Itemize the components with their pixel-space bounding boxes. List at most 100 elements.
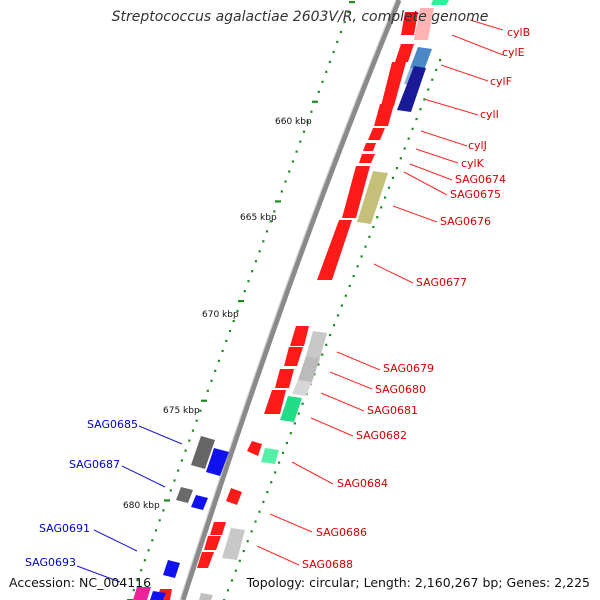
gene-arrow-forward[interactable] (264, 390, 286, 414)
gene-label[interactable]: cylJ (468, 139, 487, 152)
gene-label[interactable]: SAG0693 (25, 556, 76, 569)
scale-tick-major (275, 200, 281, 203)
gene-label[interactable]: cylF (490, 75, 512, 88)
gene-arrow-forward[interactable] (359, 154, 375, 163)
forward-gene-labels: cylB cylE cylF cylI cylJ cylK SAG0674 SA… (302, 26, 530, 571)
scale-tick-minor (336, 314, 340, 317)
gene-label[interactable]: SAG0682 (356, 429, 407, 442)
gene-label[interactable]: SAG0677 (416, 276, 467, 289)
scale-tick-minor (177, 469, 180, 472)
scale-tick-minor (266, 491, 269, 494)
gene-label[interactable]: SAG0687 (69, 458, 120, 471)
reverse-gene-labels: SAG0685 SAG0687 SAG0691 SAG0693 (25, 418, 138, 569)
gene-arrow-forward[interactable] (381, 62, 406, 106)
scale-tick-minor (221, 349, 224, 353)
scale-tick-minor (269, 220, 272, 223)
gene-feature-darkgray[interactable] (176, 487, 193, 503)
scale-tick-minor (301, 402, 304, 405)
gene-label[interactable]: SAG0685 (87, 418, 138, 431)
gene-label[interactable]: SAG0676 (440, 215, 491, 228)
gene-label[interactable]: cylI (480, 108, 499, 121)
gene-arrow-forward[interactable] (290, 326, 309, 346)
gene-feature-darkgray[interactable] (191, 436, 215, 469)
scale-tick-minor (325, 70, 328, 73)
gene-arrow-forward[interactable] (395, 44, 414, 62)
gene-arrow-reverse[interactable] (206, 448, 229, 476)
gene-feature-gray[interactable] (306, 331, 327, 358)
scale-tick-minor (317, 90, 320, 93)
gene-feature-steelblue[interactable] (410, 47, 432, 70)
gene-label[interactable]: SAG0684 (337, 477, 388, 490)
gene-label[interactable]: SAG0674 (455, 173, 506, 186)
gene-label[interactable]: cylB (507, 26, 530, 39)
scale-tick-minor (347, 10, 350, 14)
scale-tick-minor (297, 412, 300, 415)
gene-arrow-forward[interactable] (204, 536, 221, 550)
gene-feature-gray[interactable] (199, 593, 213, 600)
gene-label[interactable]: SAG0679 (383, 362, 434, 375)
gene-label[interactable]: cylK (461, 157, 485, 170)
scale-tick-minor (273, 210, 276, 213)
scale-tick-minor (191, 429, 195, 432)
gene-feature-navy[interactable] (397, 66, 426, 112)
gene-feature-olive[interactable] (357, 171, 388, 224)
gene-arrow-forward[interactable] (342, 166, 370, 218)
gene-label[interactable]: cylE (502, 46, 525, 59)
gene-arrow-forward[interactable] (210, 522, 226, 535)
gene-arrow-forward[interactable] (368, 128, 385, 140)
gene-feature-pink[interactable] (414, 8, 434, 40)
gene-feature-mint[interactable] (280, 396, 302, 422)
scale-tick-minor (234, 569, 237, 572)
scale-tick-minor (302, 130, 306, 133)
scale-tick-minor (280, 190, 283, 193)
scale-tick-minor (340, 304, 344, 307)
gene-arrow-reverse[interactable] (163, 560, 180, 578)
gene-label[interactable]: SAG0680 (375, 383, 426, 396)
scale-tick-minor (246, 540, 249, 543)
scale-tick-major (349, 1, 355, 4)
gene-arrow-forward[interactable] (363, 143, 376, 151)
scale-tick-minor (411, 127, 414, 130)
gene-arrow-forward[interactable] (284, 347, 303, 366)
feature-dots-inner (127, 1, 355, 600)
scale-tick-minor (321, 80, 324, 83)
gene-arrow-forward[interactable] (226, 488, 242, 505)
gene-feature-gray[interactable] (292, 380, 312, 396)
gene-arrow-forward[interactable] (401, 12, 418, 35)
genome-backbone-highlight (179, 0, 397, 600)
gene-arrow-forward[interactable] (197, 552, 214, 568)
gene-label[interactable]: SAG0681 (367, 404, 418, 417)
scale-tick-minor (136, 579, 139, 582)
scale-tick-minor (415, 117, 418, 121)
gene-arrow-forward[interactable] (275, 369, 294, 388)
scale-tick-minor (281, 451, 285, 454)
gene-label[interactable]: SAG0688 (302, 558, 353, 571)
scale-tick-minor (336, 40, 339, 44)
scale-tick-minor (151, 539, 154, 542)
gene-feature-mint[interactable] (431, 0, 449, 5)
scale-tick-minor (295, 150, 298, 153)
scale-tick-minor (232, 319, 235, 323)
gene-feature-mint[interactable] (261, 448, 279, 464)
scale-tick-minor (132, 589, 135, 592)
gene-label[interactable]: SAG0675 (450, 188, 501, 201)
scale-label: 660 kbp (275, 117, 312, 127)
gene-feature-gray[interactable] (298, 356, 320, 382)
gene-arrow-reverse[interactable] (150, 591, 166, 600)
forward-label-lines (256, 19, 504, 566)
scale-tick-minor (344, 294, 347, 297)
gene-arrow-reverse[interactable] (191, 495, 208, 510)
gene-arrow-forward[interactable] (247, 441, 262, 456)
gene-label[interactable]: SAG0691 (39, 522, 90, 535)
gene-feature-gray[interactable] (222, 528, 245, 560)
scale-tick-minor (431, 78, 434, 81)
gene-arrow-forward[interactable] (374, 104, 394, 126)
scale-tick-minor (230, 579, 234, 582)
scale-tick-minor (254, 260, 257, 263)
gene-arrow-forward[interactable] (317, 220, 352, 280)
gene-label[interactable]: SAG0686 (316, 526, 367, 539)
scale-label: 680 kbp (123, 501, 160, 511)
scale-tick-minor (285, 441, 289, 445)
gene-feature-magenta[interactable] (133, 587, 151, 600)
scale-tick-minor (236, 309, 239, 313)
